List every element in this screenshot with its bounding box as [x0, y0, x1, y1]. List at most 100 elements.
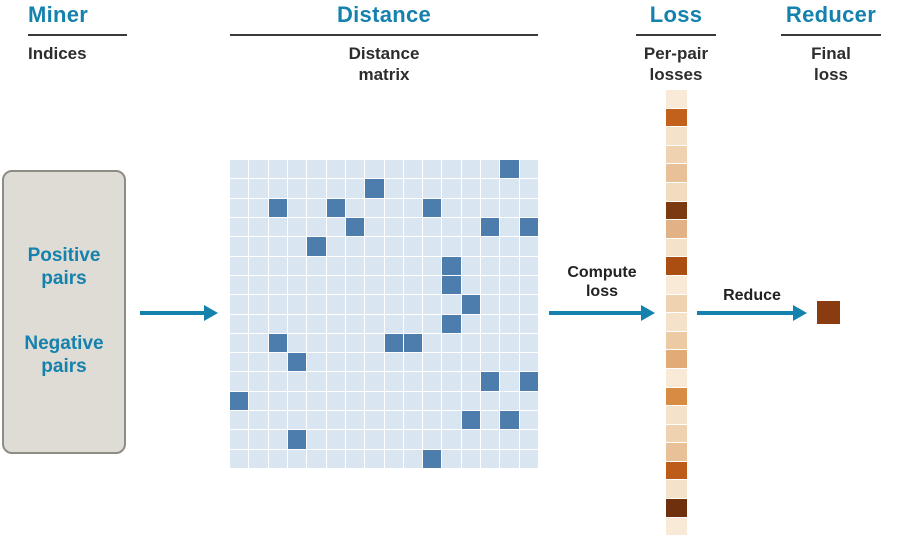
- matrix-cell: [384, 314, 403, 333]
- per-pair-loss-cell: [666, 294, 687, 313]
- mined-pair-cell: [287, 353, 307, 372]
- matrix-cell: [519, 237, 538, 256]
- matrix-cell: [365, 411, 384, 430]
- matrix-cell: [307, 179, 326, 198]
- matrix-cell: [268, 179, 287, 198]
- matrix-cell: [230, 237, 249, 256]
- matrix-cell: [481, 179, 500, 198]
- matrix-cell: [442, 198, 461, 217]
- matrix-cell: [423, 353, 442, 372]
- matrix-cell: [500, 333, 519, 353]
- matrix-cell: [249, 275, 268, 295]
- matrix-cell: [423, 237, 442, 256]
- per-pair-loss-cell: [666, 499, 687, 517]
- matrix-cell: [287, 449, 307, 468]
- matrix-cell: [423, 333, 442, 353]
- matrix-cell: [249, 314, 268, 333]
- matrix-cell: [403, 198, 423, 217]
- matrix-cell: [442, 179, 461, 198]
- matrix-cell: [442, 295, 461, 314]
- matrix-cell: [384, 179, 403, 198]
- matrix-cell: [365, 353, 384, 372]
- per-pair-loss-cell: [666, 461, 687, 480]
- matrix-cell: [326, 430, 345, 449]
- matrix-cell: [519, 275, 538, 295]
- matrix-cell: [500, 391, 519, 411]
- matrix-cell: [230, 430, 249, 449]
- matrix-cell: [345, 372, 365, 391]
- matrix-cell: [423, 179, 442, 198]
- matrix-cell: [268, 430, 287, 449]
- matrix-cell: [423, 372, 442, 391]
- matrix-cell: [249, 160, 268, 179]
- matrix-cell: [500, 217, 519, 237]
- matrix-cell: [230, 275, 249, 295]
- per-pair-loss-cell: [666, 387, 687, 406]
- matrix-cell: [519, 198, 538, 217]
- mined-pair-cell: [500, 411, 519, 430]
- mined-pair-cell: [230, 391, 249, 411]
- matrix-cell: [500, 295, 519, 314]
- matrix-cell: [268, 391, 287, 411]
- matrix-cell: [365, 217, 384, 237]
- matrix-cell: [481, 353, 500, 372]
- per-pair-loss-cell: [666, 443, 687, 461]
- matrix-cell: [268, 449, 287, 468]
- matrix-cell: [287, 411, 307, 430]
- matrix-cell: [365, 275, 384, 295]
- matrix-cell: [403, 295, 423, 314]
- matrix-cell: [384, 237, 403, 256]
- column-miner: Miner Indices: [28, 2, 127, 64]
- matrix-cell: [384, 198, 403, 217]
- matrix-cell: [461, 275, 481, 295]
- matrix-cell: [287, 160, 307, 179]
- matrix-cell: [519, 430, 538, 449]
- matrix-cell: [230, 372, 249, 391]
- matrix-cell: [403, 160, 423, 179]
- miner-title: Miner: [28, 2, 89, 27]
- arrow-head-icon: [204, 305, 218, 321]
- miner-rule: [28, 34, 127, 36]
- per-pair-loss-cell: [666, 182, 687, 201]
- mined-pair-cell: [461, 411, 481, 430]
- matrix-cell: [461, 256, 481, 275]
- matrix-cell: [249, 353, 268, 372]
- reduce-label: Reduce: [723, 287, 781, 304]
- matrix-cell: [384, 372, 403, 391]
- per-pair-loss-cell: [666, 164, 687, 182]
- matrix-cell: [268, 160, 287, 179]
- matrix-cell: [442, 430, 461, 449]
- loss-subtitle: Per-pair losses: [643, 44, 709, 85]
- matrix-cell: [481, 295, 500, 314]
- matrix-cell: [307, 217, 326, 237]
- per-pair-loss-cell: [666, 517, 687, 536]
- matrix-cell: [230, 160, 249, 179]
- matrix-cell: [384, 411, 403, 430]
- matrix-cell: [307, 256, 326, 275]
- per-pair-loss-cell: [666, 406, 687, 424]
- matrix-cell: [230, 198, 249, 217]
- matrix-cell: [326, 179, 345, 198]
- compute-loss-label: Compute loss: [567, 264, 637, 301]
- matrix-cell: [287, 333, 307, 353]
- matrix-cell: [268, 275, 287, 295]
- matrix-cell: [403, 275, 423, 295]
- matrix-cell: [287, 217, 307, 237]
- reducer-rule: [781, 34, 881, 36]
- loss-title: Loss: [649, 2, 703, 27]
- matrix-cell: [423, 275, 442, 295]
- matrix-cell: [403, 391, 423, 411]
- matrix-cell: [326, 160, 345, 179]
- per-pair-loss-cell: [666, 480, 687, 499]
- matrix-cell: [423, 217, 442, 237]
- matrix-cell: [365, 237, 384, 256]
- negative-pairs-label: Negative pairs: [24, 333, 104, 377]
- matrix-cell: [326, 314, 345, 333]
- mined-pair-cell: [307, 237, 326, 256]
- matrix-cell: [326, 372, 345, 391]
- matrix-cell: [268, 353, 287, 372]
- matrix-cell: [442, 217, 461, 237]
- matrix-cell: [481, 333, 500, 353]
- matrix-cell: [403, 314, 423, 333]
- matrix-cell: [249, 449, 268, 468]
